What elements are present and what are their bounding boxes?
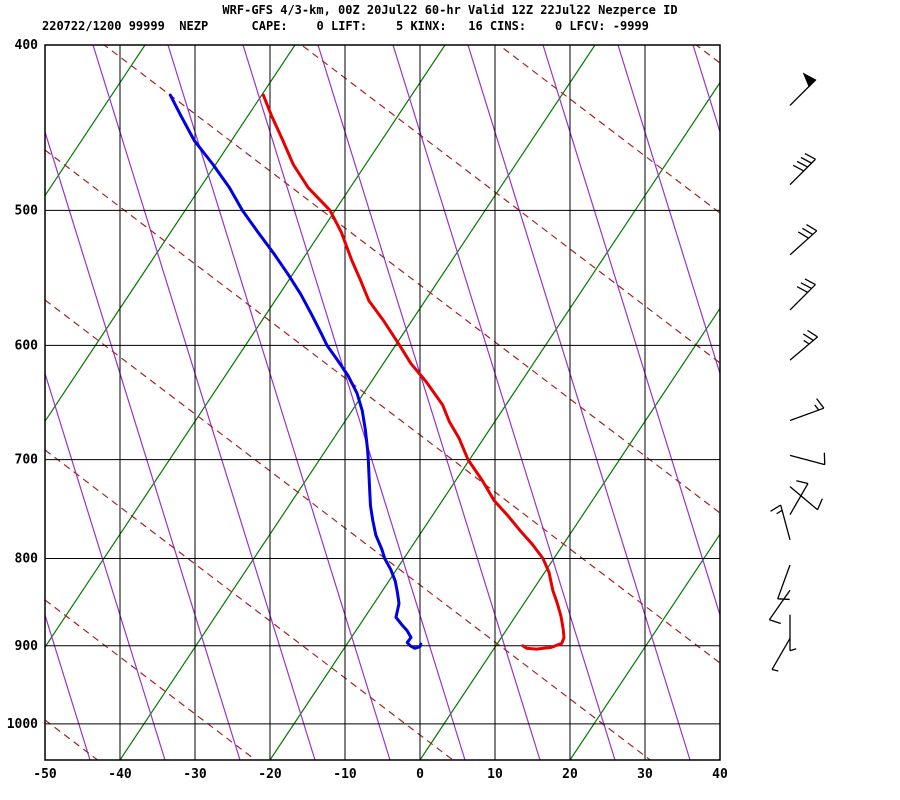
barb-half-5kt — [803, 339, 810, 345]
wind-barb — [789, 224, 818, 256]
barb-half-5kt — [771, 668, 779, 672]
temperature-tick-label: 40 — [712, 767, 728, 782]
pressure-tick-label: 1000 — [7, 717, 38, 732]
barb-full-10kt — [802, 227, 814, 236]
barb-full-10kt — [816, 498, 823, 511]
dry-adiabat-line — [92, 45, 316, 760]
temperature-tick-label: 20 — [562, 767, 578, 782]
wind-barb-column — [768, 72, 826, 672]
barb-half-5kt — [776, 509, 783, 515]
dry-adiabat-line — [242, 45, 466, 760]
wind-barb — [789, 329, 818, 361]
wind-barb — [789, 614, 797, 652]
temperature-tick-label: 30 — [637, 767, 653, 782]
wind-barb — [770, 504, 791, 540]
barb-full-10kt — [796, 480, 809, 485]
barb-full-10kt — [796, 160, 808, 168]
moist-adiabat-line — [695, 45, 720, 64]
isotherm-line — [45, 45, 296, 423]
isotherm-line — [269, 81, 720, 760]
moist-adiabat-line — [103, 45, 720, 514]
moist-adiabat-line — [45, 299, 652, 760]
wind-barb — [771, 638, 791, 672]
dewpoint-curve — [168, 93, 423, 650]
barb-full-10kt — [796, 286, 808, 293]
moist-adiabat-line — [45, 149, 720, 664]
pressure-tick-label: 800 — [15, 552, 39, 567]
wind-barb — [789, 72, 817, 106]
isotherm-line — [45, 45, 446, 649]
moist-adiabat-line — [45, 449, 454, 760]
barb-full-10kt — [800, 282, 812, 289]
dry-adiabat-line — [45, 613, 91, 760]
pressure-tick-label: 900 — [15, 639, 39, 654]
temperature-tick-label: -40 — [108, 767, 132, 782]
dry-adiabat-line — [317, 45, 541, 760]
wind-barb — [789, 480, 809, 515]
barb-full-10kt — [807, 329, 818, 338]
moist-adiabat-line — [300, 45, 720, 364]
barb-full-10kt — [800, 156, 812, 164]
barb-full-10kt — [770, 504, 782, 512]
pressure-tick-label: 400 — [15, 38, 39, 53]
wind-barb — [777, 564, 791, 601]
temperature-tick-label: -50 — [33, 767, 57, 782]
barb-full-10kt — [804, 278, 816, 286]
dry-adiabat-line — [45, 129, 241, 760]
wind-barb — [789, 452, 826, 466]
temperature-tick-label: 0 — [416, 767, 424, 782]
dry-adiabat-line — [45, 371, 166, 760]
grid — [44, 44, 721, 760]
barb-full-10kt — [792, 164, 805, 172]
isotherm-line — [569, 533, 720, 760]
isotherm-line — [419, 307, 720, 760]
chart-title: WRF-GFS 4/3-km, 00Z 20Jul22 60-hr Valid … — [222, 3, 678, 17]
barb-half-5kt — [789, 648, 797, 652]
wind-barb — [789, 398, 825, 422]
temperature-tick-label: -20 — [258, 767, 282, 782]
barb-full-10kt — [816, 398, 825, 409]
dry-adiabat-line — [467, 45, 691, 760]
isotherm-line — [719, 758, 720, 760]
wind-barb — [789, 153, 816, 186]
temperature-tick-label: -10 — [333, 767, 357, 782]
dry-adiabat-line — [692, 45, 720, 134]
wind-barb — [789, 486, 823, 511]
temperature-tick-label: -30 — [183, 767, 207, 782]
dry-adiabat-line — [392, 45, 616, 760]
isotherm-line — [119, 45, 596, 760]
temperature-curve — [261, 93, 566, 651]
wind-barb — [768, 589, 791, 625]
axis-labels: 400 500 600 700 800 900 1000 -50 -40 -30 -20 -10 0 10… — [7, 38, 728, 782]
barb-full-10kt — [806, 224, 818, 232]
chart-stats-line: 220722/1200 99999 NEZP CAPE: 0 LIFT: 5 K… — [42, 19, 649, 33]
pressure-tick-label: 500 — [15, 203, 39, 218]
pressure-tick-label: 600 — [15, 338, 39, 353]
isotherm-line — [45, 45, 146, 197]
sounding-curves — [168, 93, 566, 651]
wind-barb — [789, 278, 816, 311]
plot-border — [44, 44, 721, 761]
temperature-tick-label: 10 — [487, 767, 503, 782]
barb-full-10kt — [802, 333, 814, 342]
dry-adiabat-line — [542, 45, 720, 618]
barb-full-10kt — [797, 231, 809, 239]
dry-adiabat-line — [167, 45, 391, 760]
barb-flag-50kt — [802, 72, 817, 88]
dry-adiabat-line — [617, 45, 720, 376]
pressure-tick-label: 700 — [15, 453, 39, 468]
barb-full-10kt — [804, 153, 816, 160]
barb-full-10kt — [769, 619, 781, 625]
barb-half-5kt — [814, 404, 820, 411]
